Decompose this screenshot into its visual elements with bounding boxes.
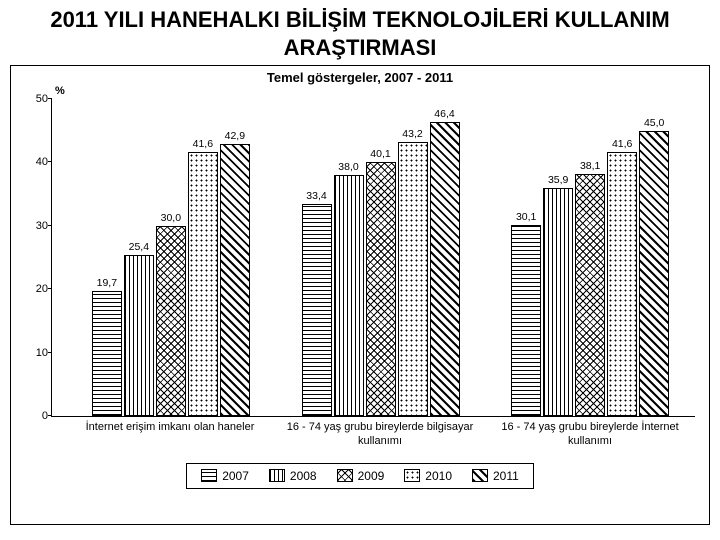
y-axis-unit-label: % — [55, 85, 65, 97]
y-tick-label: 50 — [22, 93, 48, 105]
bar-value-label: 33,4 — [306, 190, 326, 202]
bar: 35,9 — [543, 188, 573, 416]
bar-value-label: 38,0 — [338, 161, 358, 173]
bar-value-label: 43,2 — [402, 128, 422, 140]
bar: 30,0 — [156, 226, 186, 416]
bar: 19,7 — [92, 291, 122, 416]
bar-value-label: 46,4 — [434, 108, 454, 120]
legend-item: 2008 — [269, 469, 317, 483]
bar-group: 19,725,430,041,642,9 — [66, 99, 276, 416]
bar-value-label: 42,9 — [225, 130, 245, 142]
x-axis-category-label: İnternet erişim imkanı olan haneler — [65, 417, 275, 449]
bar-value-label: 45,0 — [644, 117, 664, 129]
legend-item: 2011 — [472, 469, 519, 483]
y-tick-mark — [48, 415, 52, 416]
chart-subtitle: Temel göstergeler, 2007 - 2011 — [11, 66, 709, 85]
bar-value-label: 38,1 — [580, 160, 600, 172]
plot-area: 19,725,430,041,642,933,438,040,143,246,4… — [51, 99, 695, 417]
x-axis-category-label: 16 - 74 yaş grubu bireylerde bilgisayar … — [275, 417, 485, 449]
x-axis-labels: İnternet erişim imkanı olan haneler16 - … — [51, 417, 695, 449]
legend-label: 2009 — [358, 469, 385, 483]
bar-value-label: 41,6 — [193, 138, 213, 150]
y-tick-label: 20 — [22, 283, 48, 295]
legend-label: 2008 — [290, 469, 317, 483]
bar: 38,0 — [334, 175, 364, 416]
y-tick-label: 10 — [22, 347, 48, 359]
bar-value-label: 19,7 — [97, 277, 117, 289]
bar: 38,1 — [575, 174, 605, 416]
legend-swatch — [404, 469, 420, 482]
bar: 42,9 — [220, 144, 250, 416]
bar: 43,2 — [398, 142, 428, 416]
page-title: 2011 YILI HANEHALKI BİLİŞİM TEKNOLOJİLER… — [0, 0, 720, 61]
y-tick-label: 40 — [22, 156, 48, 168]
legend-swatch — [269, 469, 285, 482]
legend-label: 2010 — [425, 469, 452, 483]
bar-value-label: 30,1 — [516, 211, 536, 223]
y-tick-mark — [48, 161, 52, 162]
bar-value-label: 30,0 — [161, 212, 181, 224]
legend-item: 2009 — [337, 469, 385, 483]
bar: 33,4 — [302, 204, 332, 416]
legend-item: 2007 — [201, 469, 249, 483]
legend-swatch — [201, 469, 217, 482]
legend-label: 2007 — [222, 469, 249, 483]
bar: 41,6 — [188, 152, 218, 416]
bar-value-label: 25,4 — [129, 241, 149, 253]
y-tick-label: 30 — [22, 220, 48, 232]
bar: 30,1 — [511, 225, 541, 416]
legend-swatch — [337, 469, 353, 482]
bar-groups: 19,725,430,041,642,933,438,040,143,246,4… — [52, 99, 695, 416]
y-tick-mark — [48, 98, 52, 99]
bar-value-label: 41,6 — [612, 138, 632, 150]
bar: 40,1 — [366, 162, 396, 416]
x-axis-category-label: 16 - 74 yaş grubu bireylerde İnternet ku… — [485, 417, 695, 449]
bar-value-label: 40,1 — [370, 148, 390, 160]
bar: 46,4 — [430, 122, 460, 416]
bar: 41,6 — [607, 152, 637, 416]
y-tick-label: 0 — [22, 410, 48, 422]
y-tick-mark — [48, 352, 52, 353]
bar-group: 33,438,040,143,246,4 — [276, 99, 486, 416]
chart-frame: Temel göstergeler, 2007 - 2011 % 19,725,… — [10, 65, 710, 525]
bar-group: 30,135,938,141,645,0 — [485, 99, 695, 416]
bar-value-label: 35,9 — [548, 174, 568, 186]
legend-label: 2011 — [493, 469, 519, 483]
plot-wrap: % 19,725,430,041,642,933,438,040,143,246… — [51, 87, 695, 417]
legend-item: 2010 — [404, 469, 452, 483]
bar: 25,4 — [124, 255, 154, 416]
bar: 45,0 — [639, 131, 669, 416]
y-tick-mark — [48, 288, 52, 289]
legend-swatch — [472, 469, 488, 482]
legend: 2007 2008 2009 2010 2011 — [186, 463, 534, 489]
y-tick-mark — [48, 225, 52, 226]
